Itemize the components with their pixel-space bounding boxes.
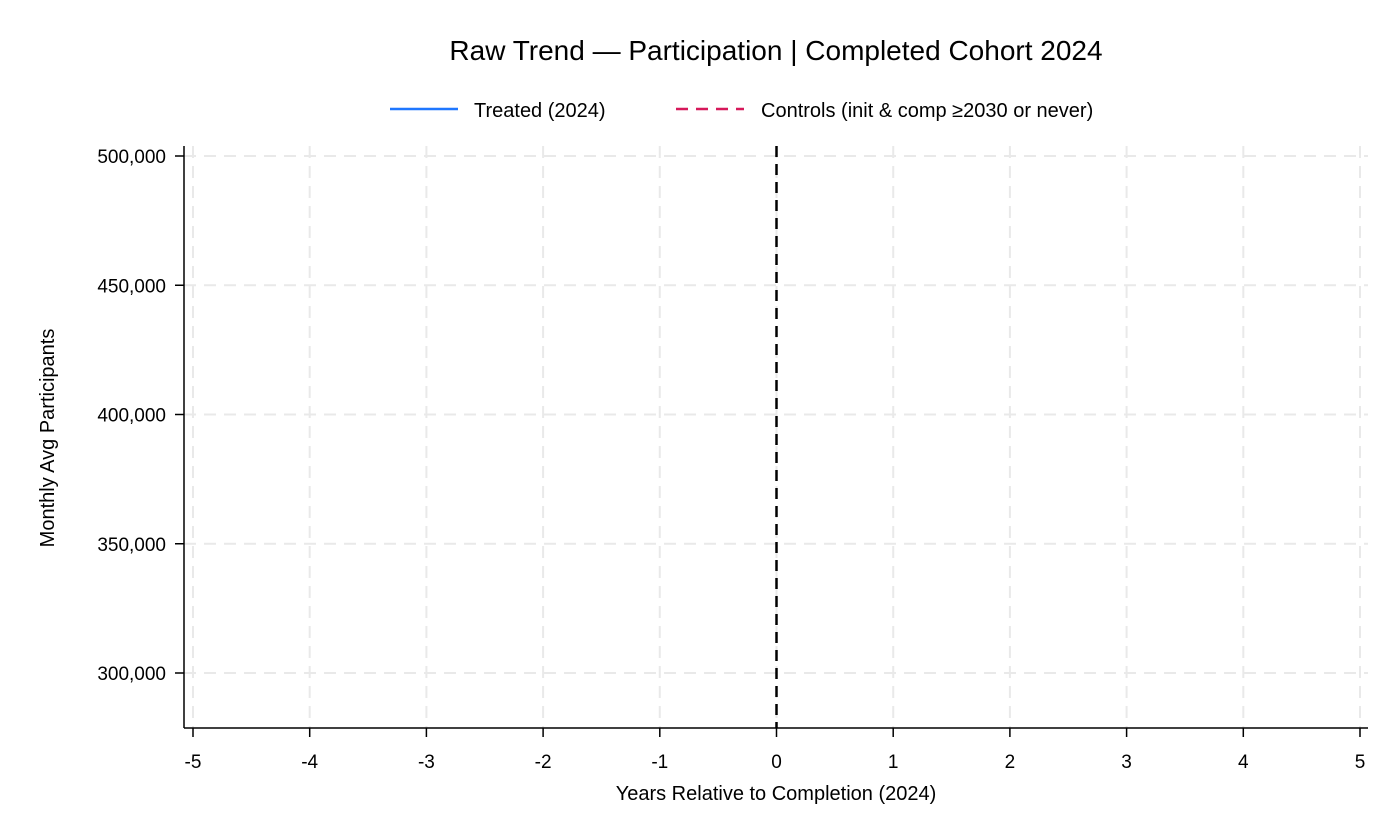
x-tick-label: -4 (301, 752, 318, 773)
y-tick-label: 300,000 (97, 664, 166, 685)
x-tick-label: 3 (1121, 752, 1132, 773)
x-tick-label: -5 (185, 752, 202, 773)
x-tick-label: 0 (771, 752, 782, 773)
y-tick-label: 450,000 (97, 276, 166, 297)
x-tick-label: -1 (651, 752, 668, 773)
legend-item-treated: Treated (2024) (390, 100, 606, 122)
y-tick-label: 350,000 (97, 535, 166, 556)
legend: Treated (2024) Controls (init & comp ≥20… (390, 100, 1093, 122)
y-axis-title: Monthly Avg Participants (37, 329, 59, 548)
chart-title: Raw Trend — Participation | Completed Co… (449, 35, 1102, 66)
x-tick-label: 4 (1238, 752, 1249, 773)
legend-label-controls: Controls (init & comp ≥2030 or never) (761, 100, 1093, 122)
x-tick-label: -3 (418, 752, 435, 773)
y-tick-label: 500,000 (97, 147, 166, 168)
axes: -5 -4 -3 -2 -1 0 1 2 3 4 5 300,000 350,000 400,000 450… (97, 146, 1368, 773)
legend-item-controls: Controls (init & comp ≥2030 or never) (676, 100, 1093, 122)
x-tick-label: 5 (1355, 752, 1366, 773)
y-tick-label: 400,000 (97, 406, 166, 427)
x-tick-label: 2 (1005, 752, 1016, 773)
x-axis-title: Years Relative to Completion (2024) (616, 783, 937, 805)
legend-label-treated: Treated (2024) (474, 100, 606, 122)
x-tick-label: -2 (535, 752, 552, 773)
x-tick-label: 1 (888, 752, 899, 773)
